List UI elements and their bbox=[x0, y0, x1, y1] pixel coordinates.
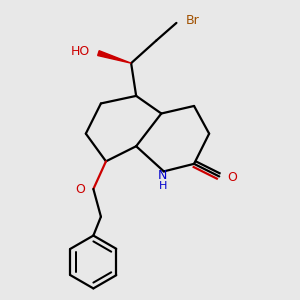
Text: H: H bbox=[158, 181, 167, 191]
Text: N: N bbox=[158, 169, 167, 182]
Text: O: O bbox=[75, 182, 85, 196]
Text: O: O bbox=[227, 171, 237, 184]
Text: Br: Br bbox=[186, 14, 200, 27]
Polygon shape bbox=[98, 51, 131, 63]
Text: HO: HO bbox=[70, 45, 90, 58]
